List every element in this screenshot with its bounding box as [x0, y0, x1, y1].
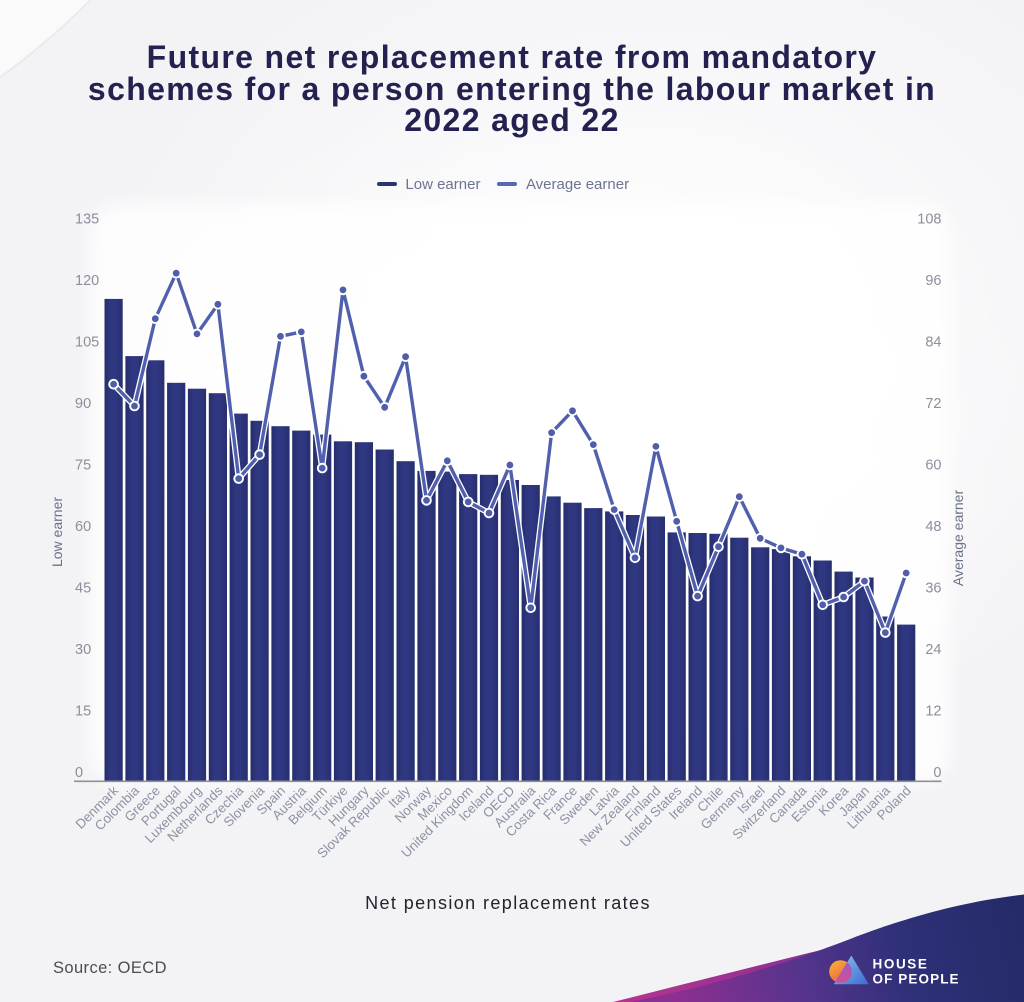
svg-text:36: 36: [925, 581, 941, 597]
svg-text:0: 0: [933, 765, 941, 781]
svg-text:60: 60: [925, 458, 941, 474]
svg-text:135: 135: [75, 212, 99, 228]
svg-text:96: 96: [925, 273, 941, 289]
svg-text:108: 108: [917, 212, 941, 228]
svg-text:0: 0: [75, 765, 83, 781]
svg-text:HOUSE: HOUSE: [873, 957, 929, 972]
svg-text:24: 24: [925, 642, 941, 658]
svg-text:75: 75: [75, 458, 91, 474]
svg-text:OF PEOPLE: OF PEOPLE: [873, 972, 960, 987]
svg-text:84: 84: [925, 335, 941, 351]
svg-text:15: 15: [75, 703, 91, 719]
svg-text:12: 12: [925, 703, 941, 719]
svg-text:90: 90: [75, 396, 91, 412]
svg-text:45: 45: [75, 581, 91, 597]
svg-text:120: 120: [75, 273, 99, 289]
svg-text:60: 60: [75, 519, 91, 535]
svg-text:105: 105: [75, 335, 99, 351]
svg-text:72: 72: [925, 396, 941, 412]
svg-text:30: 30: [75, 642, 91, 658]
svg-text:48: 48: [925, 519, 941, 535]
